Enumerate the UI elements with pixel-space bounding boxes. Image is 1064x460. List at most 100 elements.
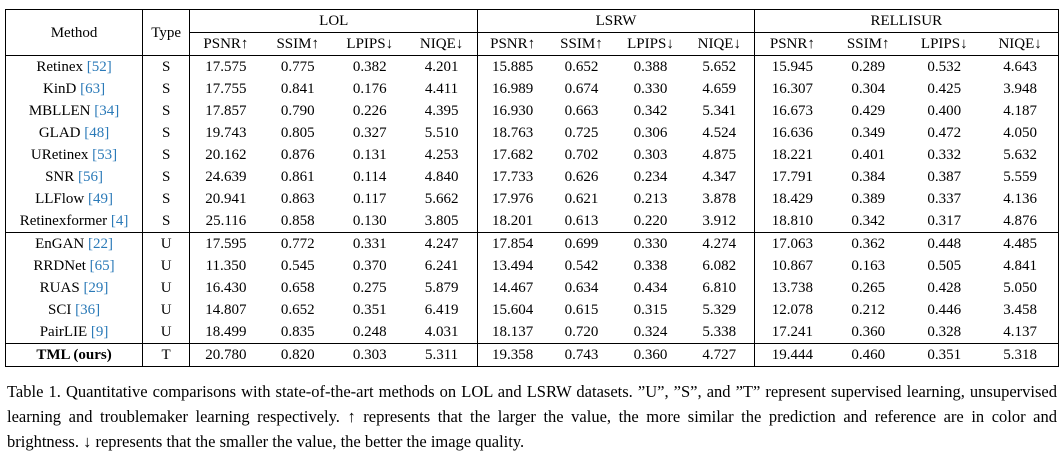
type-cell: U [142,277,191,299]
table-row: EnGAN [22] U 17.595 0.772 0.331 4.247 17.854 0.… [5,232,1060,255]
method-cell: Retinex [52] [5,55,144,78]
value-cell: 4.841 [982,255,1060,277]
value-cell: 4.201 [405,55,479,78]
value-cell: 0.699 [546,232,616,255]
value-cell: 0.652 [564,59,599,75]
metric-header: SSIM↑ [276,36,319,52]
citation-link[interactable]: [22] [88,236,114,252]
value-cell: 0.351 [906,343,983,367]
value-cell: 17.791 [771,169,813,185]
value-cell: 0.835 [280,324,315,340]
value-cell: 19.358 [477,343,547,367]
value-cell: 0.130 [352,213,387,229]
value-cell: 0.615 [564,302,599,318]
value-cell: 0.472 [927,125,962,141]
header-type: Type [142,9,191,56]
value-cell: 0.176 [352,81,387,97]
value-cell: 18.429 [771,191,813,207]
value-cell: 17.976 [492,191,534,207]
citation-link[interactable]: [36] [75,302,101,318]
method-name: MBLLEN [28,103,91,119]
citation-link[interactable]: [9] [90,324,109,340]
value-cell: 0.213 [633,191,668,207]
table-row: SCI [36] U 14.807 0.652 0.351 6.419 15.604 0.61… [5,299,1060,321]
citation-link[interactable]: [53] [92,147,118,163]
value-cell: 20.162 [205,147,247,163]
citation-link[interactable]: [63] [80,81,106,97]
metric-header: PSNR↑ [203,36,249,52]
citation-link[interactable]: [48] [84,125,110,141]
value-cell: 18.763 [492,125,534,141]
value-cell: 6.810 [685,277,755,299]
metric-header: LPIPS↓ [627,36,674,52]
value-cell: 4.253 [405,144,479,166]
value-cell: 14.467 [492,280,534,296]
method-cell: URetinex [53] [5,144,144,166]
value-cell: 0.841 [280,81,315,97]
value-cell: 4.840 [405,166,479,188]
value-cell: 0.303 [633,147,668,163]
value-cell: 0.342 [633,103,668,119]
citation-link[interactable]: [56] [78,169,104,185]
value-cell: 4.875 [685,144,755,166]
value-cell: 0.460 [830,343,907,367]
value-cell: 0.505 [927,258,962,274]
table-head: Method Type LOL LSRW RELLISUR PSNR↑ SSIM↑ LPIPS… [5,9,1060,56]
value-cell: 5.318 [982,343,1060,367]
value-cell: 6.419 [405,299,479,321]
value-cell: 4.485 [982,232,1060,255]
method-cell: Retinexformer [4] [5,210,144,233]
table-row: TML (ours) T 20.780 0.820 0.303 5.311 19.358 0.… [5,343,1060,367]
value-cell: 4.395 [405,100,479,122]
table-row: Retinex [52] S 17.575 0.775 0.382 4.201 15.885… [5,55,1060,78]
value-cell: 17.575 [205,59,247,75]
value-cell: 0.337 [927,191,962,207]
citation-link[interactable]: [34] [94,103,120,119]
value-cell: 16.989 [492,81,534,97]
value-cell: 18.201 [492,213,534,229]
value-cell: 0.212 [851,302,886,318]
value-cell: 17.241 [771,324,813,340]
value-cell: 0.428 [927,280,962,296]
type-cell: S [142,144,191,166]
value-cell: 0.446 [927,302,962,318]
value-cell: 0.304 [851,81,886,97]
method-name: KinD [43,81,77,97]
method-cell: GLAD [48] [5,122,144,144]
value-cell: 11.350 [205,258,247,274]
value-cell: 0.532 [927,59,962,75]
citation-link[interactable]: [4] [110,213,129,229]
value-cell: 5.879 [405,277,479,299]
citation-link[interactable]: [65] [89,258,115,274]
value-cell: 13.494 [492,258,534,274]
value-cell: 4.137 [982,321,1060,344]
value-cell: 0.634 [564,280,599,296]
method-cell: RRDNet [65] [5,255,144,277]
value-cell: 0.858 [280,213,315,229]
value-cell: 3.458 [982,299,1060,321]
value-cell: 0.248 [352,324,387,340]
value-cell: 0.429 [851,103,886,119]
value-cell: 0.351 [352,302,387,318]
method-name: RUAS [39,280,80,296]
citation-link[interactable]: [49] [88,191,114,207]
value-cell: 0.775 [280,59,315,75]
value-cell: 5.311 [405,343,479,367]
header-method: Method [5,9,144,56]
value-cell: 0.820 [261,343,334,367]
citation-link[interactable]: [52] [86,59,112,75]
value-cell: 0.317 [927,213,962,229]
table-caption: Table 1. Quantitative comparisons with s… [7,382,1057,451]
value-cell: 0.332 [927,147,962,163]
type-cell: U [142,255,191,277]
citation-link[interactable]: [29] [83,280,109,296]
value-cell: 17.854 [477,232,547,255]
value-cell: 0.114 [353,169,387,185]
metric-header: NIQE↓ [982,32,1060,56]
table-row: RUAS [29] U 16.430 0.658 0.275 5.879 14.467 0.6… [5,277,1060,299]
type-cell: T [142,343,191,367]
value-cell: 5.662 [405,188,479,210]
value-cell: 0.674 [564,81,599,97]
table-row: LLFlow [49] S 20.941 0.863 0.117 5.662 17.976 0… [5,188,1060,210]
value-cell: 0.315 [633,302,668,318]
